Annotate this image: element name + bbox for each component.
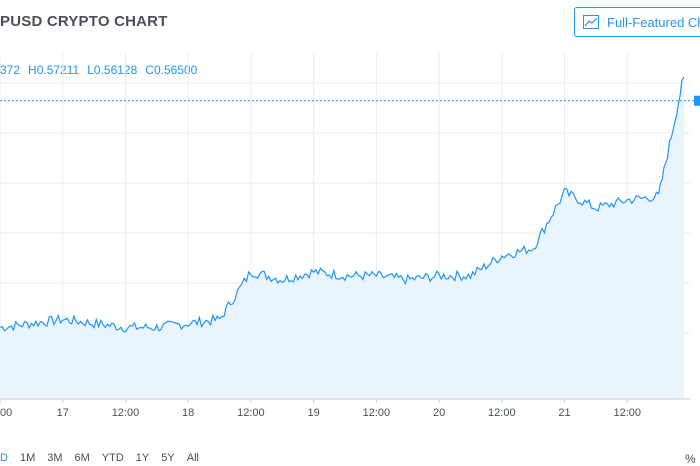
last-price-marker xyxy=(694,95,700,106)
range-button-6m[interactable]: 6M xyxy=(74,452,90,464)
range-selector: D 1M 3M 6M YTD 1Y 5Y All xyxy=(0,452,211,464)
x-tick-label: 12:00 xyxy=(237,407,265,419)
range-button-ytd[interactable]: YTD xyxy=(101,452,124,464)
range-button-3m[interactable]: 3M xyxy=(47,452,63,464)
range-button-d[interactable]: D xyxy=(0,452,8,464)
x-tick-label: 21 xyxy=(558,407,570,419)
x-tick-label: 20 xyxy=(433,407,445,419)
ohlc-readout: 372 H0.57211 L0.56128 C0.56500 xyxy=(0,63,197,77)
range-button-1m[interactable]: 1M xyxy=(19,452,36,464)
x-tick-label: 17 xyxy=(57,407,69,419)
x-tick-label: 19 xyxy=(308,407,320,419)
x-tick-label: 12:00 xyxy=(614,407,642,419)
page-title: PUSD CRYPTO CHART xyxy=(0,13,168,30)
high-readout: H0.57211 xyxy=(28,63,80,77)
x-tick-label: 18 xyxy=(182,407,194,419)
x-tick-label: 00 xyxy=(0,407,12,419)
low-readout: L0.56128 xyxy=(87,63,138,77)
price-line xyxy=(0,76,685,333)
x-tick-label: 12:00 xyxy=(488,407,516,419)
price-chart[interactable]: 00 17 12:00 18 12:00 19 12:00 20 12:00 21 12:00 xyxy=(0,53,700,427)
chart-line-icon xyxy=(583,15,599,29)
x-tick-label: 12:00 xyxy=(363,407,391,419)
percent-toggle[interactable]: % xyxy=(685,452,696,466)
close-readout: C0.56500 xyxy=(145,63,198,77)
range-button-5y[interactable]: 5Y xyxy=(161,452,175,464)
open-value: 372 xyxy=(0,63,21,77)
range-button-all[interactable]: All xyxy=(186,452,199,464)
range-button-1y[interactable]: 1Y xyxy=(135,452,150,464)
full-featured-chart-button[interactable]: Full-Featured Chart xyxy=(574,7,700,37)
full-featured-chart-label: Full-Featured Chart xyxy=(607,14,700,30)
x-tick-label: 12:00 xyxy=(112,407,140,419)
x-axis-ticks: 00 17 12:00 18 12:00 19 12:00 20 12:00 21 12:00 xyxy=(0,399,641,419)
price-area-fill xyxy=(0,76,684,400)
